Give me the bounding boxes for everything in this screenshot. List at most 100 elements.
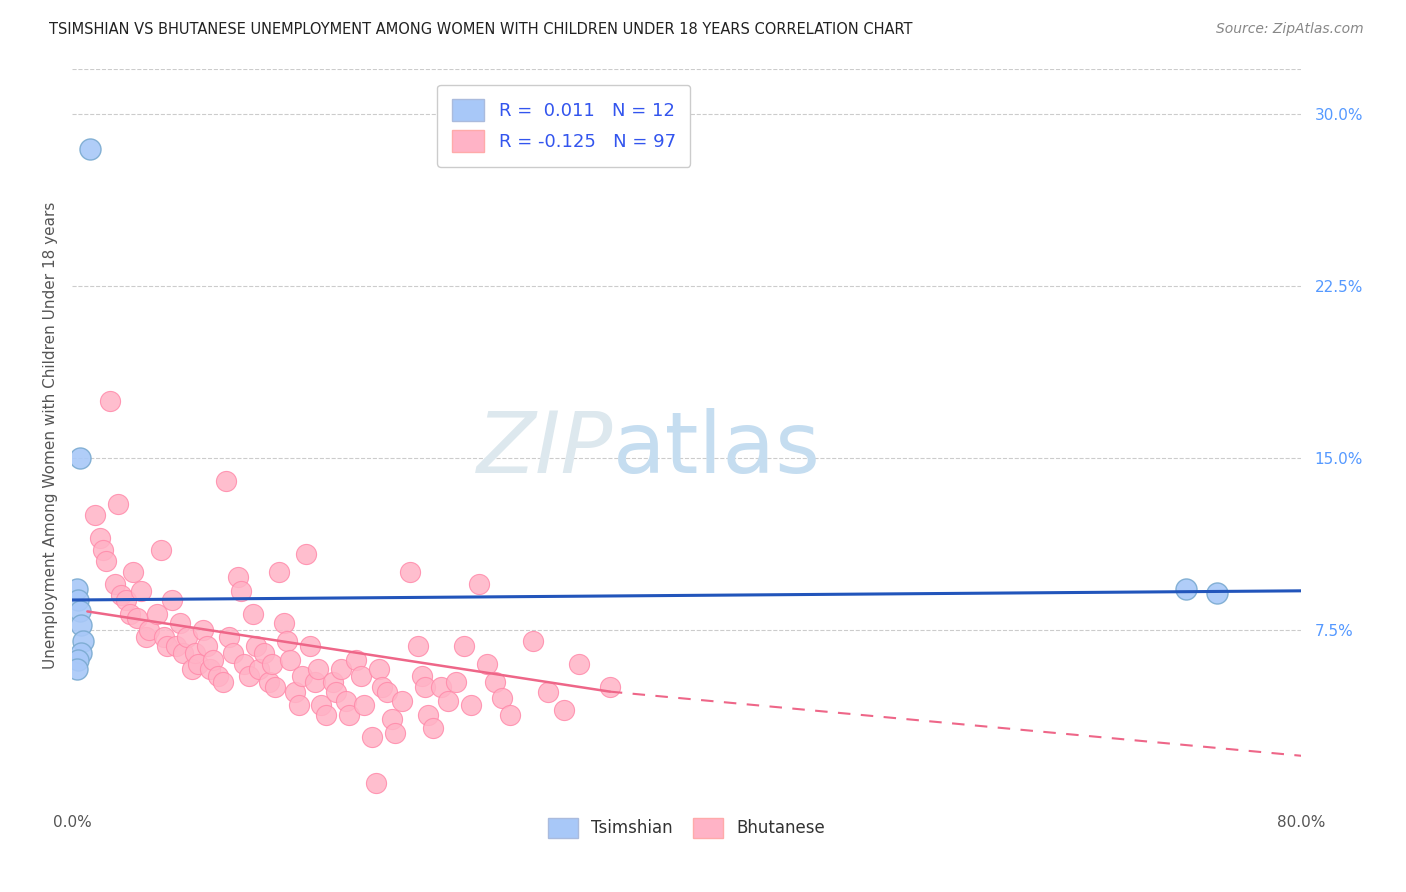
Text: TSIMSHIAN VS BHUTANESE UNEMPLOYMENT AMONG WOMEN WITH CHILDREN UNDER 18 YEARS COR: TSIMSHIAN VS BHUTANESE UNEMPLOYMENT AMON… (49, 22, 912, 37)
Point (129, 583, 152, 598)
Point (375, 684, 398, 698)
Point (242, 607, 264, 621)
Point (422, 721, 444, 735)
Point (276, 634, 298, 648)
Point (315, 707, 337, 722)
Point (253, 646, 276, 660)
Point (200, 662, 222, 676)
Point (180, 662, 202, 676)
Point (184, 646, 207, 660)
Point (499, 707, 522, 722)
Point (599, 680, 621, 694)
Y-axis label: Unemployment Among Women with Children Under 18 years: Unemployment Among Women with Children U… (44, 202, 58, 669)
Point (100, 393, 122, 408)
Point (122, 566, 145, 580)
Point (84, 508, 107, 523)
Point (444, 675, 467, 690)
Point (537, 684, 560, 698)
Point (160, 593, 183, 607)
Point (65, 582, 87, 596)
Point (191, 623, 214, 637)
Point (1174, 582, 1197, 596)
Point (156, 639, 179, 653)
Point (278, 652, 301, 666)
Point (350, 668, 373, 682)
Point (67, 652, 90, 666)
Text: ZIP: ZIP (477, 409, 613, 491)
Point (291, 668, 314, 682)
Point (187, 657, 209, 672)
Point (67, 593, 90, 607)
Point (329, 662, 352, 676)
Point (260, 657, 283, 672)
Point (110, 588, 132, 602)
Point (437, 694, 460, 708)
Point (207, 668, 229, 682)
Point (91, 542, 114, 557)
Point (195, 639, 218, 653)
Legend: Tsimshian, Bhutanese: Tsimshian, Bhutanese (541, 811, 832, 845)
Point (114, 593, 136, 607)
Point (211, 675, 233, 690)
Point (94, 554, 117, 568)
Point (299, 639, 322, 653)
Point (384, 726, 406, 740)
Point (406, 639, 429, 653)
Point (150, 542, 173, 557)
Point (214, 474, 236, 488)
Point (245, 639, 267, 653)
Point (153, 630, 176, 644)
Point (429, 680, 451, 694)
Point (522, 634, 544, 648)
Point (249, 662, 271, 676)
Point (1205, 586, 1227, 600)
Point (257, 675, 280, 690)
Point (273, 615, 295, 630)
Point (322, 675, 344, 690)
Point (411, 668, 433, 682)
Point (353, 698, 375, 713)
Point (415, 680, 437, 694)
Point (381, 712, 404, 726)
Point (229, 583, 252, 598)
Point (107, 497, 129, 511)
Text: Source: ZipAtlas.com: Source: ZipAtlas.com (1216, 22, 1364, 37)
Point (337, 707, 360, 722)
Point (218, 630, 240, 644)
Point (360, 731, 382, 745)
Point (391, 694, 413, 708)
Point (79, 142, 101, 156)
Point (344, 652, 367, 666)
Point (70, 618, 93, 632)
Point (553, 703, 575, 717)
Point (69, 604, 91, 618)
Point (69, 450, 91, 465)
Point (366, 776, 388, 790)
Point (238, 668, 260, 682)
Point (309, 698, 332, 713)
Point (176, 630, 198, 644)
Point (484, 675, 506, 690)
Point (304, 675, 326, 690)
Point (169, 615, 191, 630)
Point (491, 691, 513, 706)
Point (226, 570, 249, 584)
Point (89, 531, 111, 545)
Point (284, 684, 307, 698)
Point (368, 662, 391, 676)
Point (125, 611, 148, 625)
Point (65, 662, 87, 676)
Point (135, 630, 157, 644)
Point (335, 694, 357, 708)
Point (104, 577, 127, 591)
Point (288, 698, 311, 713)
Point (294, 547, 316, 561)
Point (172, 646, 194, 660)
Point (72, 634, 94, 648)
Point (166, 639, 188, 653)
Point (399, 566, 422, 580)
Point (120, 607, 142, 621)
Point (145, 607, 167, 621)
Point (568, 657, 591, 672)
Point (269, 566, 291, 580)
